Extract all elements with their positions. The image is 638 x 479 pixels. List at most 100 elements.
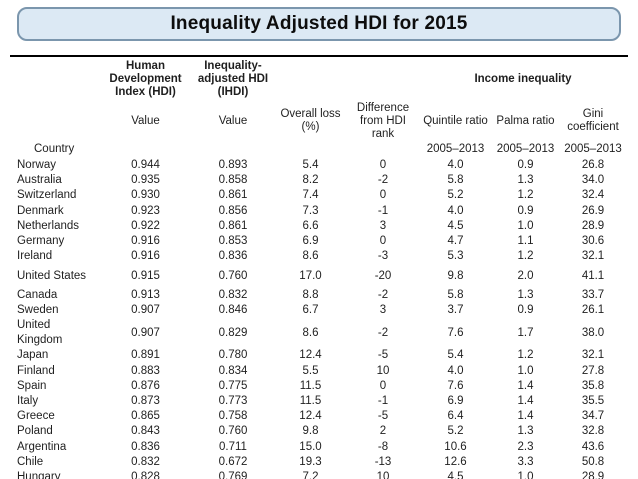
ihdi-value-cell: 0.861 — [218, 189, 248, 202]
hdi-value-cell: 0.922 — [131, 219, 160, 232]
overall-loss-cell: 17.0 — [299, 270, 322, 283]
palma-ratio-cell: 2.3 — [517, 440, 534, 453]
header-spacer — [273, 56, 348, 101]
quintile-ratio-cell: 5.2 — [447, 189, 464, 202]
ihdi-value-cell: 0.836 — [218, 250, 248, 263]
overall-loss-cell: 8.8 — [302, 288, 319, 301]
table-row: Australia 0.935 0.858 8.2 -2 5.8 1.3 34.0 — [10, 173, 628, 188]
hdi-value-cell: 0.923 — [131, 204, 160, 217]
ihdi-value-cell: 0.856 — [218, 204, 248, 217]
quintile-ratio-cell: 4.5 — [447, 219, 464, 232]
hdi-value-cell: 0.907 — [131, 303, 160, 316]
country-cell: Canada — [17, 288, 58, 301]
gini-cell: 28.9 — [581, 219, 605, 232]
table-row: Canada 0.913 0.832 8.8 -2 5.8 1.3 33.7 — [10, 288, 628, 303]
palma-ratio-cell: 1.2 — [517, 250, 534, 263]
hdi-value-cell: 0.935 — [131, 174, 160, 187]
overall-loss-cell: 11.5 — [299, 379, 322, 392]
quintile-ratio-cell: 10.6 — [444, 440, 467, 453]
table-row: Netherlands 0.922 0.861 6.6 3 4.5 1.0 28.9 — [10, 219, 628, 234]
gini-cell: 34.7 — [581, 410, 605, 423]
gini-cell: 35.8 — [581, 379, 605, 392]
palma-ratio-cell: 1.3 — [517, 174, 534, 187]
table-row: Spain 0.876 0.775 11.5 0 7.6 1.4 35.8 — [10, 379, 628, 394]
overall-loss-cell: 19.3 — [299, 455, 322, 468]
difference-cell: 0 — [379, 379, 387, 392]
col-header-palma-ratio: Palma ratio — [496, 114, 555, 127]
palma-ratio-cell: 1.4 — [517, 395, 534, 408]
difference-cell: 0 — [379, 189, 387, 202]
overall-loss-cell: 7.2 — [302, 471, 319, 479]
ihdi-value-cell: 0.760 — [218, 425, 248, 438]
overall-loss-cell: 9.8 — [302, 425, 319, 438]
country-cell: United States — [17, 270, 87, 283]
quintile-ratio-cell: 5.3 — [447, 250, 464, 263]
gini-cell: 50.8 — [581, 455, 605, 468]
gini-cell: 34.0 — [581, 174, 605, 187]
ihdi-value-cell: 0.832 — [218, 288, 248, 301]
difference-cell: -3 — [377, 250, 389, 263]
country-cell: Chile — [17, 455, 44, 468]
table-row: Italy 0.873 0.773 11.5 -1 6.9 1.4 35.5 — [10, 394, 628, 409]
country-cell: Finland — [17, 364, 55, 377]
palma-ratio-cell: 1.0 — [517, 364, 534, 377]
difference-cell: -5 — [377, 349, 389, 362]
hdi-value-cell: 0.913 — [131, 288, 160, 301]
ihdi-value-cell: 0.775 — [218, 379, 248, 392]
gini-cell: 30.6 — [581, 235, 605, 248]
slide-title: Inequality Adjusted HDI for 2015 — [170, 13, 468, 34]
overall-loss-cell: 6.7 — [302, 303, 319, 316]
difference-cell: 3 — [379, 303, 387, 316]
header-group-row: Human Development Index (HDI) Inequality… — [10, 56, 628, 101]
ihdi-value-cell: 0.829 — [218, 326, 248, 339]
difference-cell: -20 — [374, 270, 392, 283]
difference-cell: 0 — [379, 235, 387, 248]
overall-loss-cell: 7.3 — [302, 204, 319, 217]
hdi-value-cell: 0.865 — [131, 410, 160, 423]
country-cell: Japan — [17, 349, 49, 362]
col-header-gini-coefficient: Gini coefficient — [567, 108, 619, 133]
difference-cell: -1 — [377, 395, 389, 408]
gini-cell: 32.1 — [581, 250, 605, 263]
difference-cell: 3 — [379, 219, 387, 232]
quintile-ratio-cell: 7.6 — [447, 379, 464, 392]
country-cell: Spain — [17, 379, 47, 392]
quintile-ratio-cell: 5.8 — [447, 174, 464, 187]
difference-cell: -2 — [377, 288, 389, 301]
header-spacer — [10, 101, 98, 141]
ihdi-value-cell: 0.769 — [218, 471, 248, 479]
quintile-ratio-cell: 6.9 — [447, 395, 464, 408]
quintile-ratio-cell: 12.6 — [444, 455, 467, 468]
table-row: Switzerland 0.930 0.861 7.4 0 5.2 1.2 32.4 — [10, 188, 628, 203]
country-cell: Netherlands — [17, 219, 80, 232]
table-row: Denmark 0.923 0.856 7.3 -1 4.0 0.9 26.9 — [10, 204, 628, 219]
header-spacer — [98, 141, 193, 158]
col-header-overall-loss: Overall loss (%) — [280, 108, 341, 133]
col-header-quintile-period: 2005–2013 — [426, 143, 485, 155]
table-row: Sweden 0.907 0.846 6.7 3 3.7 0.9 26.1 — [10, 303, 628, 318]
hdi-value-cell: 0.836 — [131, 440, 160, 453]
header-period-row: Country 2005–2013 2005–2013 2005–2013 — [10, 141, 628, 158]
ihdi-value-cell: 0.834 — [218, 364, 248, 377]
palma-ratio-cell: 1.0 — [517, 471, 534, 479]
table-row: Japan 0.891 0.780 12.4 -5 5.4 1.2 32.1 — [10, 348, 628, 363]
table-row: Argentina 0.836 0.711 15.0 -8 10.6 2.3 43.6 — [10, 440, 628, 455]
palma-ratio-cell: 1.2 — [517, 349, 534, 362]
quintile-ratio-cell: 6.4 — [447, 410, 464, 423]
palma-ratio-cell: 0.9 — [517, 159, 534, 171]
hdi-value-cell: 0.944 — [131, 159, 160, 171]
gini-cell: 41.1 — [581, 270, 605, 283]
ihdi-value-cell: 0.758 — [218, 410, 248, 423]
quintile-ratio-cell: 4.0 — [447, 204, 464, 217]
table-row: Greece 0.865 0.758 12.4 -5 6.4 1.4 34.7 — [10, 409, 628, 424]
col-header-quintile-ratio: Quintile ratio — [423, 114, 488, 127]
table-row: Hungary 0.828 0.769 7.2 10 4.5 1.0 28.9 — [10, 470, 628, 479]
country-cell: Sweden — [17, 303, 59, 316]
quintile-ratio-cell: 4.5 — [447, 471, 464, 479]
quintile-ratio-cell: 4.7 — [447, 235, 464, 248]
table-row: Germany 0.916 0.853 6.9 0 4.7 1.1 30.6 — [10, 234, 628, 249]
header-spacer — [348, 141, 418, 158]
hdi-value-cell: 0.883 — [131, 364, 160, 377]
ihdi-value-cell: 0.846 — [218, 303, 248, 316]
palma-ratio-cell: 0.9 — [517, 204, 534, 217]
